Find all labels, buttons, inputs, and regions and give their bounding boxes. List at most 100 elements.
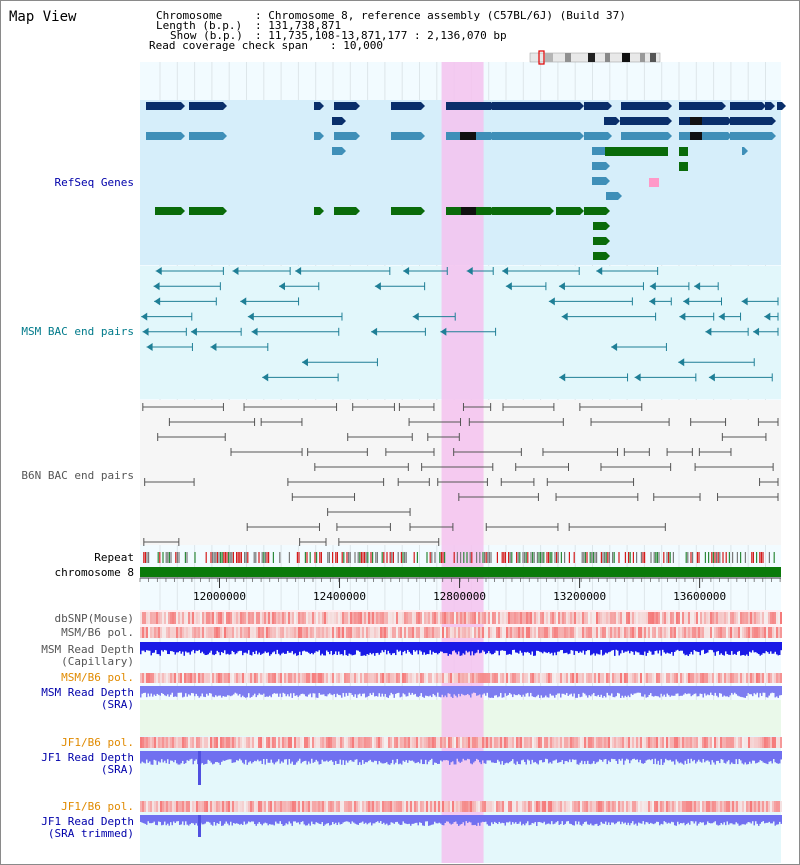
polymorphism-cell	[706, 673, 708, 683]
read-depth-bar	[746, 815, 748, 824]
read-depth-bar	[612, 642, 614, 651]
polymorphism-cell	[712, 801, 714, 812]
read-depth-bar	[326, 815, 328, 824]
read-depth-bar	[303, 642, 305, 651]
read-depth-bar	[324, 751, 326, 762]
polymorphism-cell	[344, 627, 346, 638]
polymorphism-cell	[706, 627, 708, 638]
polymorphism-cell	[584, 737, 586, 748]
msm-bac-end-pairs-track[interactable]	[141, 267, 779, 382]
read-depth-bar	[696, 686, 698, 697]
refseq-gene	[679, 117, 728, 125]
read-depth-bar	[630, 642, 632, 652]
polymorphism-cell	[598, 673, 600, 683]
read-depth-bar	[686, 686, 688, 695]
polymorphism-cell	[518, 737, 520, 748]
polymorphism-cell	[278, 627, 280, 638]
read-depth-bar	[309, 815, 311, 826]
read-depth-bar	[578, 686, 580, 695]
read-depth-bar	[329, 815, 331, 826]
polymorphism-cell	[772, 801, 774, 812]
read-depth-bar	[638, 815, 640, 823]
read-depth-tracks[interactable]	[140, 642, 782, 837]
polymorphism-cell	[296, 612, 298, 624]
read-depth-bar	[696, 815, 698, 826]
repeat-element	[762, 552, 764, 563]
read-depth-bar	[284, 751, 286, 760]
polymorphism-cell	[760, 801, 762, 812]
polymorphism-cell	[192, 612, 194, 624]
read-depth-bar	[434, 686, 436, 696]
read-depth-bar	[768, 751, 770, 762]
read-depth-bar	[726, 642, 728, 655]
read-depth-bar	[678, 815, 680, 825]
b6n-bac-end-pairs-track[interactable]	[142, 403, 779, 546]
polymorphism-cell	[416, 673, 418, 683]
polymorphism-cell	[726, 627, 728, 638]
chromosome-bar[interactable]	[140, 567, 781, 577]
polymorphism-cell	[572, 737, 574, 748]
polymorphism-cell	[282, 737, 284, 748]
polymorphism-cell	[644, 801, 646, 812]
refseq-gene	[332, 117, 342, 125]
polymorphism-cell	[680, 801, 682, 812]
read-depth-bar	[534, 686, 536, 698]
polymorphism-cell	[742, 737, 744, 748]
repeat-element	[504, 552, 506, 563]
polymorphism-cell	[608, 801, 610, 812]
polymorphism-heat-tracks[interactable]	[140, 612, 782, 812]
read-depth-bar	[533, 686, 535, 697]
read-depth-bar	[600, 642, 602, 650]
read-depth-bar	[540, 815, 542, 823]
repeat-element	[632, 552, 634, 563]
selected-region-highlight[interactable]	[441, 62, 484, 863]
polymorphism-cell	[418, 673, 420, 683]
polymorphism-cell	[692, 737, 694, 748]
repeat-element	[618, 552, 620, 563]
polymorphism-cell	[710, 627, 712, 638]
repeat-element	[650, 552, 652, 563]
read-depth-bar	[308, 815, 310, 824]
polymorphism-cell	[432, 801, 434, 812]
read-depth-bar	[431, 815, 433, 825]
read-depth-bar	[206, 642, 208, 655]
polymorphism-cell	[346, 612, 348, 624]
polymorphism-cell	[740, 627, 742, 638]
read-depth-bar	[170, 686, 172, 695]
read-depth-bar	[699, 642, 701, 656]
label-b6n-bac-end-pairs: B6N BAC end pairs	[21, 469, 134, 482]
read-depth-bar	[681, 815, 683, 824]
polymorphism-cell	[294, 673, 296, 683]
polymorphism-cell	[768, 673, 770, 683]
polymorphism-cell	[474, 612, 476, 624]
read-depth-bar	[777, 815, 779, 825]
read-depth-bar	[633, 815, 635, 825]
read-depth-bar	[212, 642, 214, 655]
polymorphism-cell	[658, 627, 660, 638]
polymorphism-cell	[776, 612, 778, 624]
polymorphism-cell	[346, 627, 348, 638]
read-depth-bar	[354, 815, 356, 824]
polymorphism-cell	[226, 801, 228, 812]
polymorphism-cell	[172, 673, 174, 683]
repeat-track[interactable]	[143, 552, 775, 563]
read-depth-bar	[464, 686, 466, 696]
polymorphism-cell	[396, 801, 398, 812]
polymorphism-cell	[728, 801, 730, 812]
read-depth-bar	[408, 642, 410, 652]
polymorphism-cell	[232, 737, 234, 748]
read-depth-bar	[537, 815, 539, 823]
read-depth-bar	[720, 751, 722, 760]
read-depth-bar	[588, 751, 590, 764]
coverage-label: Read coverage check span	[149, 39, 308, 52]
read-depth-bar	[777, 751, 779, 764]
chromosome-ideogram[interactable]	[529, 50, 661, 65]
polymorphism-cell	[640, 737, 642, 748]
refseq-genes-track[interactable]	[146, 102, 786, 260]
read-depth-bar	[390, 751, 392, 764]
read-depth-bar	[344, 751, 346, 765]
polymorphism-cell	[688, 673, 690, 683]
polymorphism-cell	[376, 612, 378, 624]
bac-end-marker	[301, 358, 308, 367]
